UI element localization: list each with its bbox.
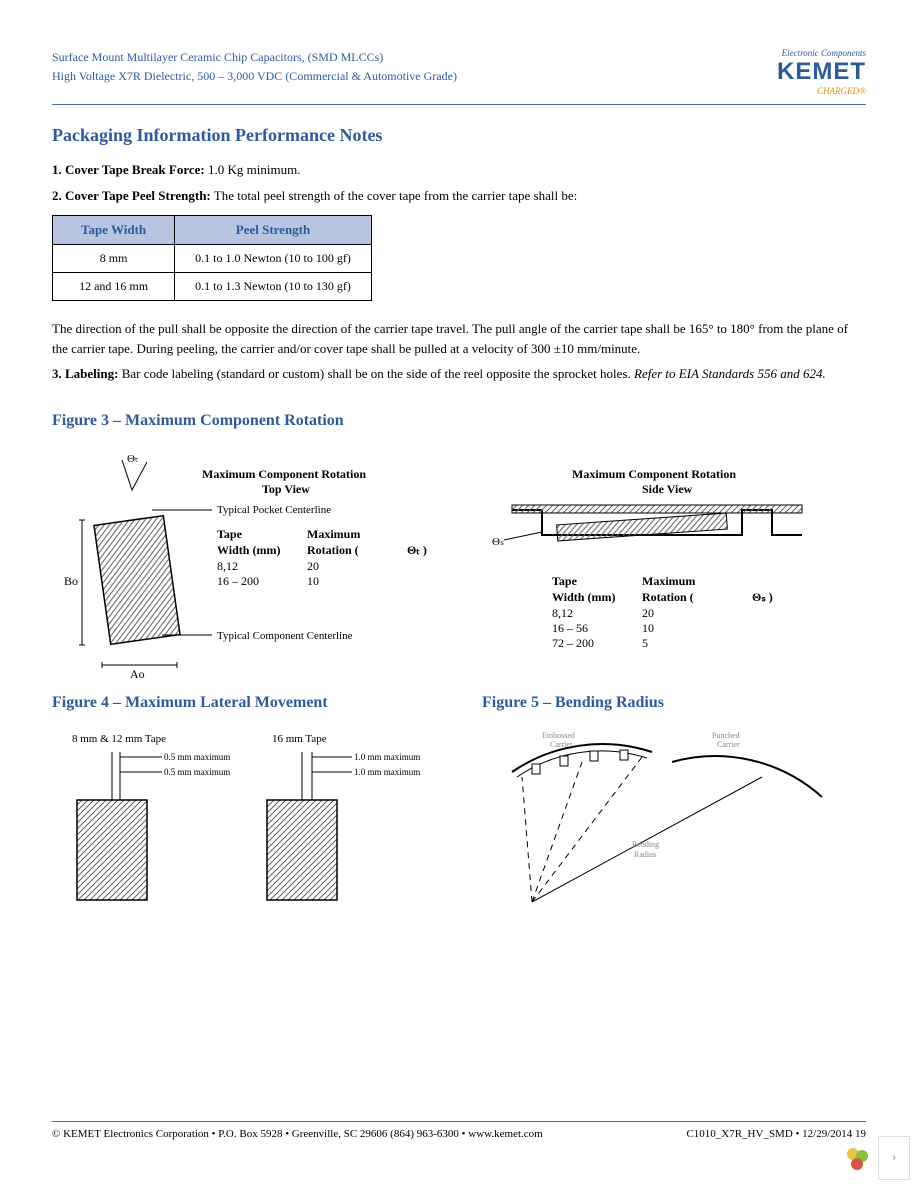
table-row: 12 and 16 mm 0.1 to 1.3 Newton (10 to 13… [53,273,372,301]
note-3-text: Bar code labeling (standard or custom) s… [118,366,634,381]
logo-tagline: Electronic Components [777,48,866,58]
table-row: 8 mm 0.1 to 1.0 Newton (10 to 100 gf) [53,245,372,273]
page-footer: © KEMET Electronics Corporation • P.O. B… [52,1121,866,1140]
figure-5-title: Figure 5 – Bending Radius [482,694,882,712]
ao-label: Ao [130,667,145,680]
mt-top-r2c2: 10 [307,574,319,588]
rotation-top-diagram: Θₜ Maximum Component Rotation Top View T… [52,450,452,680]
peel-th-width: Tape Width [53,216,175,245]
bend-radius-label2: Radius [634,850,656,859]
dim-05-a: 0.5 mm maximum [164,752,230,762]
page-header: Surface Mount Multilayer Ceramic Chip Ca… [52,48,866,105]
peel-cell: 0.1 to 1.0 Newton (10 to 100 gf) [175,245,372,273]
theta-t-label: Θₜ [127,453,138,465]
punched-label1: Punched [712,731,740,740]
figure-3-side-view: Maximum Component Rotation Side View Θₛ … [482,450,882,684]
tape-16-label: 16 mm Tape [272,733,327,745]
bo-label: Bo [64,574,78,588]
section-title: Packaging Information Performance Notes [52,125,866,146]
figure-3-top-view: Θₜ Maximum Component Rotation Top View T… [52,450,452,684]
note-1: 1. Cover Tape Break Force: 1.0 Kg minimu… [52,160,866,180]
top-view-title2: Top View [262,482,310,496]
logo-text: KEMET [777,58,866,86]
mt-top-h5: Θₜ ) [407,543,427,557]
figure-3-title: Figure 3 – Maximum Component Rotation [52,412,866,430]
top-view-title1: Maximum Component Rotation [202,467,366,481]
bending-radius-diagram: Embossed Carrier Punched Carrier Bending… [482,722,882,922]
punched-label2: Carrier [717,740,740,749]
theta-s-label: Θₛ [492,536,504,548]
footer-right: C1010_X7R_HV_SMD • 12/29/2014 19 [686,1128,866,1140]
figure-4-col: Figure 4 – Maximum Lateral Movement 8 mm… [52,694,452,926]
embossed-label2: Carrier [550,740,573,749]
peel-cell: 0.1 to 1.3 Newton (10 to 130 gf) [175,273,372,301]
pocket-cl-label: Typical Pocket Centerline [217,504,331,516]
peel-cell: 8 mm [53,245,175,273]
mt-top-h4: Rotation ( [307,543,359,557]
mt-side-h2: Maximum [642,574,695,588]
header-text: Surface Mount Multilayer Ceramic Chip Ca… [52,48,457,86]
chevron-right-icon: › [892,1150,897,1166]
mt-top-h1: Tape [217,527,243,541]
note-3-ref: Refer to EIA Standards 556 and 624. [634,366,826,381]
mt-side-h4: Rotation ( [642,590,694,604]
note-3-label: 3. Labeling: [52,366,118,381]
header-line2: High Voltage X7R Dielectric, 500 – 3,000… [52,67,457,86]
mt-side-r1c1: 8,12 [552,606,573,620]
logo-subtext: CHARGED® [777,86,866,96]
mt-side-r2c1: 16 – 56 [552,621,588,635]
note-2-text: The total peel strength of the cover tap… [211,188,578,203]
peel-th-strength: Peel Strength [175,216,372,245]
kemet-logo: Electronic Components KEMET CHARGED® [777,48,866,96]
comp-cl-label: Typical Component Centerline [217,630,353,642]
embossed-label1: Embossed [542,731,575,740]
direction-paragraph: The direction of the pull shall be oppos… [52,319,866,358]
tape-8-12-label: 8 mm & 12 mm Tape [72,733,166,745]
rotation-side-diagram: Maximum Component Rotation Side View Θₛ … [482,450,882,680]
dim-10-a: 1.0 mm maximum [354,752,420,762]
mt-top-r1c1: 8,12 [217,559,238,573]
side-view-title2: Side View [642,482,693,496]
page-nav-widget: › [842,1136,910,1180]
note-3: 3. Labeling: Bar code labeling (standard… [52,364,866,384]
footer-left: © KEMET Electronics Corporation • P.O. B… [52,1128,543,1140]
note-2: 2. Cover Tape Peel Strength: The total p… [52,186,866,206]
mt-side-r3c1: 72 – 200 [552,636,594,650]
note-2-label: 2. Cover Tape Peel Strength: [52,188,211,203]
dim-10-b: 1.0 mm maximum [354,767,420,777]
figure-5-col: Figure 5 – Bending Radius Embossed Carri… [482,694,882,926]
mt-top-r2c1: 16 – 200 [217,574,259,588]
figure-3-row: Θₜ Maximum Component Rotation Top View T… [52,450,866,684]
note-1-label: 1. Cover Tape Break Force: [52,162,205,177]
mt-side-h5: Θₛ ) [752,590,773,604]
header-line1: Surface Mount Multilayer Ceramic Chip Ca… [52,48,457,67]
nav-logo-icon [842,1143,872,1173]
next-page-button[interactable]: › [878,1136,910,1180]
dim-05-b: 0.5 mm maximum [164,767,230,777]
figure-4-title: Figure 4 – Maximum Lateral Movement [52,694,452,712]
mt-top-h2: Maximum [307,527,360,541]
mt-side-r1c2: 20 [642,606,654,620]
mt-top-r1c2: 20 [307,559,319,573]
note-1-text: 1.0 Kg minimum. [205,162,301,177]
mt-side-h1: Tape [552,574,578,588]
mt-side-r3c2: 5 [642,636,648,650]
mt-side-h3: Width (mm) [552,590,615,604]
mt-side-r2c2: 10 [642,621,654,635]
figure-4-5-row: Figure 4 – Maximum Lateral Movement 8 mm… [52,694,866,926]
peel-strength-table: Tape Width Peel Strength 8 mm 0.1 to 1.0… [52,215,372,301]
bend-radius-label1: Bending [632,840,659,849]
peel-cell: 12 and 16 mm [53,273,175,301]
side-view-title1: Maximum Component Rotation [572,467,736,481]
lateral-movement-diagram: 8 mm & 12 mm Tape 0.5 mm maximum 0.5 mm … [52,722,452,922]
mt-top-h3: Width (mm) [217,543,280,557]
